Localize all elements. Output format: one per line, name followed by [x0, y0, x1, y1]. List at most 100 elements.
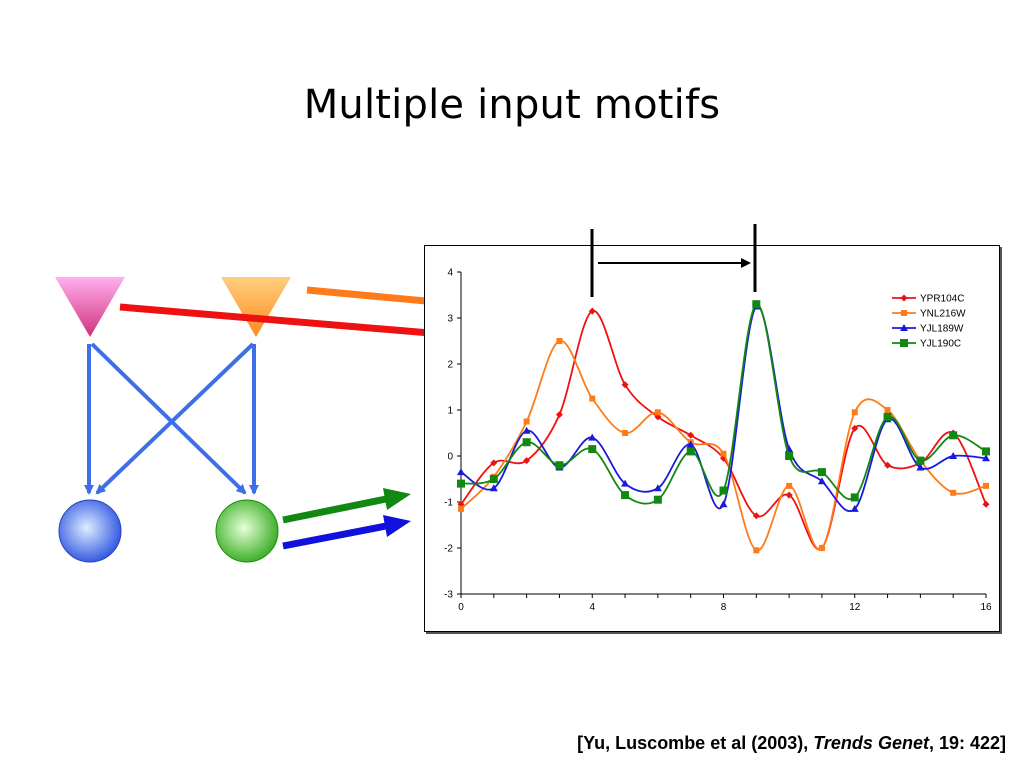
- data-point: [589, 395, 596, 402]
- data-point: [588, 445, 597, 454]
- legend-label: YNL216W: [920, 309, 966, 320]
- legend-item-YJL190C: YJL190C: [892, 339, 961, 350]
- citation-prefix: [Yu, Luscombe et al (2003),: [577, 733, 814, 753]
- data-point: [851, 424, 859, 432]
- data-point: [884, 407, 891, 413]
- y-tick-label: 0: [447, 452, 453, 463]
- data-point: [458, 505, 464, 512]
- data-point: [850, 493, 859, 502]
- data-point: [621, 479, 630, 487]
- data-point: [556, 338, 563, 344]
- data-point: [720, 454, 727, 462]
- legend-swatch-marker: [901, 310, 907, 316]
- data-point: [687, 431, 695, 439]
- legend-swatch-marker: [900, 294, 908, 302]
- data-point: [851, 409, 858, 416]
- data-point: [490, 459, 498, 467]
- data-point: [489, 475, 498, 483]
- edge-tf1-target2: [90, 342, 247, 495]
- edge-tf2-target1: [95, 342, 255, 495]
- legend-label: YJL189W: [920, 324, 964, 335]
- slide-title: Multiple input motifs: [303, 82, 721, 128]
- data-point: [817, 477, 826, 485]
- y-tick-label: 3: [447, 314, 453, 325]
- legend-swatch-marker: [900, 324, 908, 331]
- chart-lines: [457, 300, 990, 554]
- data-point: [818, 545, 825, 551]
- series-line: [460, 305, 987, 512]
- arrow-green: [282, 488, 411, 524]
- data-point: [654, 409, 661, 416]
- data-point: [686, 440, 695, 448]
- y-tick-label: -1: [444, 498, 453, 509]
- legend-label: YJL190C: [920, 339, 961, 350]
- arrow-blue: [282, 515, 411, 550]
- series-YPR104C: [457, 307, 990, 552]
- data-point: [983, 482, 989, 489]
- citation-journal: Trends Genet: [813, 733, 929, 753]
- legend-item-YNL216W: YNL216W: [892, 309, 966, 320]
- data-point: [817, 468, 826, 477]
- data-point: [523, 457, 531, 465]
- data-point: [752, 300, 761, 309]
- data-point: [950, 489, 957, 496]
- target1-circle: [58, 499, 122, 563]
- data-point: [457, 468, 465, 476]
- data-point: [555, 411, 563, 419]
- y-tick-label: -3: [444, 590, 453, 601]
- data-point: [686, 447, 695, 456]
- data-point: [753, 547, 760, 554]
- data-point: [982, 500, 990, 508]
- legend-label: YPR104C: [920, 294, 964, 305]
- data-point: [884, 461, 892, 469]
- data-point: [621, 491, 630, 500]
- data-point: [489, 484, 498, 492]
- data-point: [621, 381, 629, 389]
- data-point: [622, 430, 629, 436]
- y-tick-label: 2: [447, 360, 453, 371]
- data-point: [457, 479, 465, 488]
- data-point: [523, 418, 530, 425]
- data-point: [555, 461, 564, 470]
- data-point: [785, 452, 794, 460]
- y-tick-label: 1: [447, 406, 453, 417]
- data-point: [719, 500, 728, 508]
- legend-item-YPR104C: YPR104C: [892, 294, 964, 305]
- x-tick-label: 0: [458, 602, 464, 613]
- target2-circle: [215, 499, 279, 563]
- data-point: [752, 512, 760, 520]
- data-point: [982, 454, 990, 462]
- data-point: [916, 456, 925, 465]
- x-tick-label: 16: [980, 602, 992, 613]
- citation-suffix: , 19: 422]: [928, 733, 1006, 753]
- data-point: [949, 431, 958, 440]
- legend-swatch-marker: [900, 339, 908, 347]
- y-tick-label: 4: [447, 268, 453, 279]
- y-tick-label: -2: [444, 544, 453, 555]
- expression-chart: -3 -2 -1 0 1 2 3 4 0 4 8 12 16 YPR104C YNL216W YJL189W…: [424, 245, 1000, 632]
- data-point: [522, 438, 531, 447]
- legend-item-YJL189W: YJL189W: [892, 324, 964, 335]
- data-point: [588, 307, 596, 315]
- series-YJL190C: [457, 300, 990, 505]
- data-point: [785, 491, 793, 499]
- data-point: [522, 426, 531, 434]
- data-point: [719, 486, 728, 495]
- tf1-triangle: [55, 277, 125, 337]
- data-point: [653, 484, 662, 492]
- series-YJL189W: [457, 302, 990, 512]
- x-tick-label: 8: [721, 602, 727, 613]
- data-point: [949, 452, 958, 459]
- data-point: [982, 447, 990, 456]
- data-point: [850, 504, 859, 512]
- chart-legend: YPR104C YNL216W YJL189W YJL190C: [892, 294, 966, 350]
- data-point: [720, 450, 727, 457]
- data-point: [588, 433, 597, 441]
- x-tick-label: 12: [849, 602, 861, 613]
- data-point: [916, 463, 925, 471]
- series-line: [460, 303, 987, 505]
- x-tick-label: 4: [589, 602, 595, 613]
